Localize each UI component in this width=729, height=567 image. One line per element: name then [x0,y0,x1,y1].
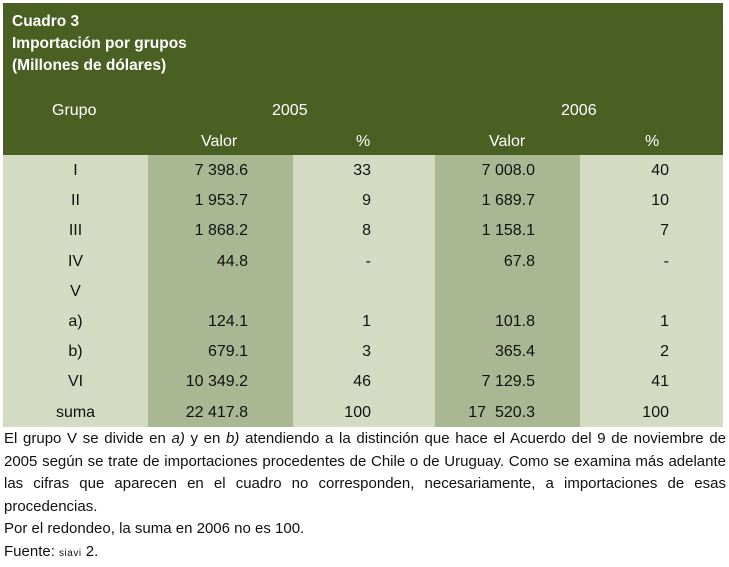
header-pct-2006: % [645,133,660,150]
cell-valor-2005: 7 398.6 [194,162,248,179]
table-notes: El grupo V se divide en a) y en b) atend… [4,428,726,565]
cell-grupo: III [68,222,83,240]
cell-valor-2006: 67.8 [503,252,535,270]
table-row: a) 124.1 1 101.8 1 [3,306,723,336]
header-year-2005: 2005 [272,102,308,119]
table-row: III 1 868.2 8 1 158.1 7 [3,215,723,245]
cell-pct-2005: - [365,252,371,270]
cell-pct-2005: 100 [344,403,371,421]
cell-valor-2005: 10 349.2 [185,373,248,391]
table-row: II 1 953.7 9 1 689.7 10 [3,185,723,215]
column-shade-2005 [148,155,293,427]
header-valor-2006: Valor [489,133,526,150]
cell-valor-2006: 1 689.7 [481,192,535,210]
table-row: V [3,276,723,306]
cell-grupo: V [70,282,81,300]
cell-grupo: VI [67,373,84,391]
header-valor-2005: Valor [201,133,238,150]
table-row: I 7 398.6 33 7 008.0 40 [3,155,723,185]
header-year-2006: 2006 [561,102,597,119]
cell-grupo: IV [67,252,84,270]
cell-grupo: b) [68,343,83,361]
cell-grupo: I [73,162,78,179]
cell-pct-2006: - [663,252,669,270]
cell-pct-2006: 7 [660,222,669,240]
cell-valor-2005: 44.8 [216,252,248,270]
cell-valor-2006: 101.8 [494,313,535,330]
source-note: Fuente: siavi 2. [4,542,99,560]
column-shade-2006 [435,155,580,427]
header-pct-2005: % [356,133,371,150]
cell-grupo: a) [68,313,83,330]
cell-valor-2006: 7 008.0 [481,162,535,179]
cell-grupo: II [71,192,80,210]
cell-pct-2005: 1 [362,313,371,330]
cell-grupo: suma [55,403,96,421]
cell-pct-2006: 1 [660,313,669,330]
cell-pct-2005: 8 [362,222,371,240]
note-2: Por el redondeo, la suma en 2006 no es 1… [4,520,305,537]
title-line-3: (Millones de dólares) [12,57,167,74]
cell-valor-2005: 22 417.8 [185,403,248,421]
table-title: Cuadro 3 Importación por grupos (Millone… [12,11,187,77]
cell-valor-2006: 365.4 [494,343,535,361]
cell-valor-2006: 7 129.5 [481,373,535,391]
table-header: Cuadro 3 Importación por grupos (Millone… [3,3,723,155]
source-name: siavi [59,547,82,559]
cell-pct-2006: 41 [651,373,669,391]
cell-valor-2005: 679.1 [207,343,248,361]
cell-pct-2006: 2 [660,343,669,361]
cell-pct-2005: 33 [353,162,371,179]
cell-valor-2006: 17 520.3 [468,403,535,421]
cell-valor-2005: 124.1 [207,313,248,330]
cell-pct-2005: 3 [362,343,371,361]
table-row: IV 44.8 - 67.8 - [3,246,723,276]
table-row: VI 10 349.2 46 7 129.5 41 [3,366,723,396]
title-line-2: Importación por grupos [12,35,187,52]
note-1: El grupo V se divide en a) y en b) atend… [4,430,727,515]
cell-valor-2005: 1 953.7 [194,192,248,210]
cell-valor-2006: 1 158.1 [481,222,535,240]
table-row: b) 679.1 3 365.4 2 [3,336,723,366]
table-row: suma 22 417.8 100 17 520.3 100 [3,397,723,427]
cell-valor-2005: 1 868.2 [194,222,248,240]
cell-pct-2005: 9 [362,192,371,210]
cell-pct-2005: 46 [353,373,371,391]
cell-pct-2006: 40 [651,162,669,179]
header-grupo: Grupo [52,102,97,119]
title-line-1: Cuadro 3 [12,13,80,30]
cell-pct-2006: 10 [651,192,669,210]
cell-pct-2006: 100 [642,403,669,421]
